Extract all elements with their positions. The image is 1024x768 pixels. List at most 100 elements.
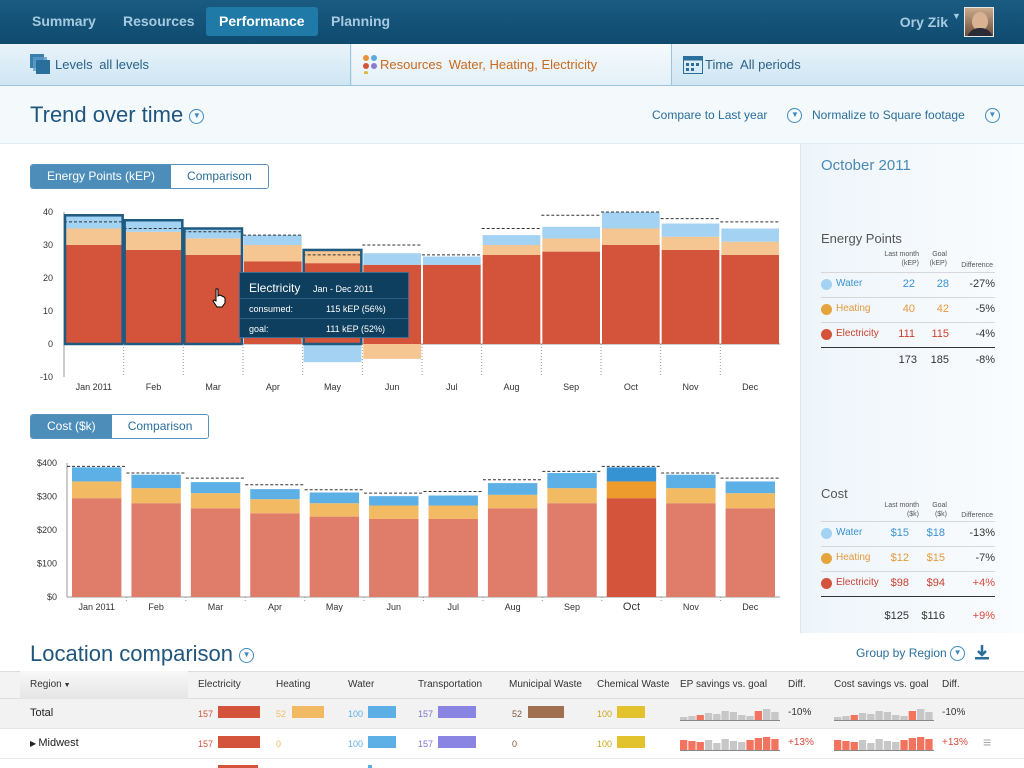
table-row[interactable]: Total 157 52 100 157 52 100 -10% -10% bbox=[0, 699, 1024, 729]
table-row[interactable]: ▶ Midwest 157 0 100 157 0 100 +13% +13% ≡ bbox=[0, 729, 1024, 759]
bar-electricity[interactable] bbox=[65, 245, 123, 344]
bar-water[interactable] bbox=[721, 228, 779, 242]
column-header[interactable]: Municipal Waste bbox=[509, 679, 582, 690]
resources-filter[interactable]: Resources Water, Heating, Electricity bbox=[352, 44, 672, 85]
bar-heating[interactable] bbox=[482, 245, 541, 255]
bar-heating[interactable] bbox=[547, 488, 597, 504]
column-header[interactable]: Water bbox=[348, 679, 375, 690]
ep-toggle-comparison[interactable]: Comparison bbox=[171, 165, 268, 188]
cost-toggle-comparison[interactable]: Comparison bbox=[111, 415, 209, 438]
chevron-down-icon[interactable]: ▼ bbox=[950, 646, 966, 662]
column-header[interactable]: EP savings vs. goal bbox=[680, 679, 768, 690]
bar-heating[interactable] bbox=[184, 238, 242, 255]
cost-toggle-cost[interactable]: Cost ($k) bbox=[31, 415, 112, 438]
bar-water[interactable] bbox=[72, 467, 122, 482]
bar-electricity[interactable] bbox=[602, 245, 660, 344]
normalize-dropdown[interactable]: Normalize to Square footage ▼ bbox=[812, 108, 1000, 124]
bar-electricity[interactable] bbox=[542, 251, 600, 344]
download-icon[interactable] bbox=[975, 645, 989, 660]
bar-heating[interactable] bbox=[363, 344, 421, 359]
bar-electricity[interactable] bbox=[661, 249, 720, 344]
bar-electricity[interactable] bbox=[309, 516, 360, 597]
bar-heating[interactable] bbox=[725, 493, 775, 509]
bar-heating[interactable] bbox=[721, 241, 779, 255]
bar-heating[interactable] bbox=[72, 481, 122, 499]
bar-heating[interactable] bbox=[428, 505, 478, 519]
bar-electricity[interactable] bbox=[547, 503, 597, 597]
bar-water[interactable] bbox=[65, 215, 123, 229]
bar-heating[interactable] bbox=[244, 245, 302, 262]
bar-electricity[interactable] bbox=[131, 503, 181, 597]
tab-planning[interactable]: Planning bbox=[331, 13, 391, 29]
bar-heating[interactable] bbox=[65, 228, 123, 246]
bar-heating[interactable] bbox=[131, 488, 181, 504]
bar-electricity[interactable] bbox=[423, 264, 481, 344]
bar-electricity[interactable] bbox=[250, 513, 300, 597]
bar-water[interactable] bbox=[244, 235, 302, 245]
bar-water[interactable] bbox=[124, 220, 183, 232]
tab-performance[interactable]: Performance bbox=[206, 7, 318, 36]
bar-electricity[interactable] bbox=[369, 518, 419, 597]
compare-dropdown[interactable]: Compare to Last year ▼ bbox=[652, 108, 803, 124]
bar-electricity[interactable] bbox=[428, 518, 478, 597]
bar-heating[interactable] bbox=[190, 493, 241, 509]
chevron-down-icon[interactable]: ▼ bbox=[984, 108, 1000, 124]
column-header[interactable]: Transportation bbox=[418, 679, 483, 690]
bar-water[interactable] bbox=[482, 235, 541, 245]
chevron-down-icon[interactable]: ▼ bbox=[787, 108, 803, 124]
bar-water[interactable] bbox=[487, 483, 538, 495]
tab-summary[interactable]: Summary bbox=[32, 13, 96, 29]
bar-water[interactable] bbox=[250, 489, 300, 500]
bar-electricity[interactable] bbox=[482, 254, 541, 344]
sort-icon[interactable]: ▼ bbox=[61, 682, 71, 689]
bar-water[interactable] bbox=[309, 492, 360, 504]
user-name[interactable]: Ory Zik bbox=[899, 14, 948, 30]
column-header[interactable]: Chemical Waste bbox=[597, 679, 670, 690]
bar-water[interactable] bbox=[423, 256, 481, 265]
bar-water[interactable] bbox=[547, 473, 597, 489]
bar-electricity[interactable] bbox=[721, 254, 779, 344]
bar-electricity[interactable] bbox=[184, 254, 242, 344]
levels-filter[interactable]: Levels all levels bbox=[0, 44, 351, 85]
bar-electricity[interactable] bbox=[606, 498, 657, 597]
chevron-down-icon[interactable]: ▼ bbox=[239, 647, 255, 663]
bar-water[interactable] bbox=[428, 495, 478, 506]
bar-heating[interactable] bbox=[124, 231, 183, 250]
bar-water[interactable] bbox=[666, 474, 716, 489]
bar-water[interactable] bbox=[661, 223, 720, 237]
drag-handle-icon[interactable]: ≡ bbox=[983, 734, 992, 750]
ep-toggle-energy-points[interactable]: Energy Points (kEP) bbox=[31, 165, 172, 188]
group-by-dropdown[interactable]: Group by Region ▼ bbox=[856, 646, 966, 662]
bar-electricity[interactable] bbox=[124, 249, 183, 344]
column-header[interactable]: Diff. bbox=[788, 679, 806, 690]
bar-heating[interactable] bbox=[250, 499, 300, 514]
bar-heating[interactable] bbox=[602, 228, 660, 246]
bar-heating[interactable] bbox=[309, 503, 360, 517]
bar-water[interactable] bbox=[190, 482, 241, 494]
bar-heating[interactable] bbox=[606, 481, 657, 499]
bar-heating[interactable] bbox=[487, 494, 538, 509]
column-header[interactable]: Diff. bbox=[942, 679, 960, 690]
bar-water[interactable] bbox=[363, 253, 421, 265]
column-header[interactable]: Cost savings vs. goal bbox=[834, 679, 929, 690]
bar-electricity[interactable] bbox=[72, 498, 122, 597]
bar-water[interactable] bbox=[131, 474, 181, 489]
bar-water[interactable] bbox=[369, 496, 419, 506]
column-header[interactable]: Region ▼ bbox=[30, 679, 71, 690]
chevron-down-icon[interactable]: ▼ bbox=[189, 108, 205, 124]
bar-water[interactable] bbox=[725, 481, 775, 494]
bar-heating[interactable] bbox=[661, 236, 720, 250]
bar-electricity[interactable] bbox=[190, 508, 241, 597]
expand-icon[interactable]: ▶ bbox=[30, 739, 39, 748]
bar-heating[interactable] bbox=[666, 488, 716, 504]
bar-electricity[interactable] bbox=[725, 508, 775, 597]
bar-water[interactable] bbox=[606, 467, 657, 482]
bar-heating[interactable] bbox=[303, 249, 362, 264]
tab-resources[interactable]: Resources bbox=[123, 13, 195, 29]
column-header[interactable]: Heating bbox=[276, 679, 311, 690]
bar-heating[interactable] bbox=[369, 505, 419, 519]
bar-water[interactable] bbox=[184, 228, 242, 239]
bar-water[interactable] bbox=[542, 226, 600, 239]
column-header[interactable]: Electricity bbox=[198, 679, 241, 690]
bar-electricity[interactable] bbox=[487, 508, 538, 597]
